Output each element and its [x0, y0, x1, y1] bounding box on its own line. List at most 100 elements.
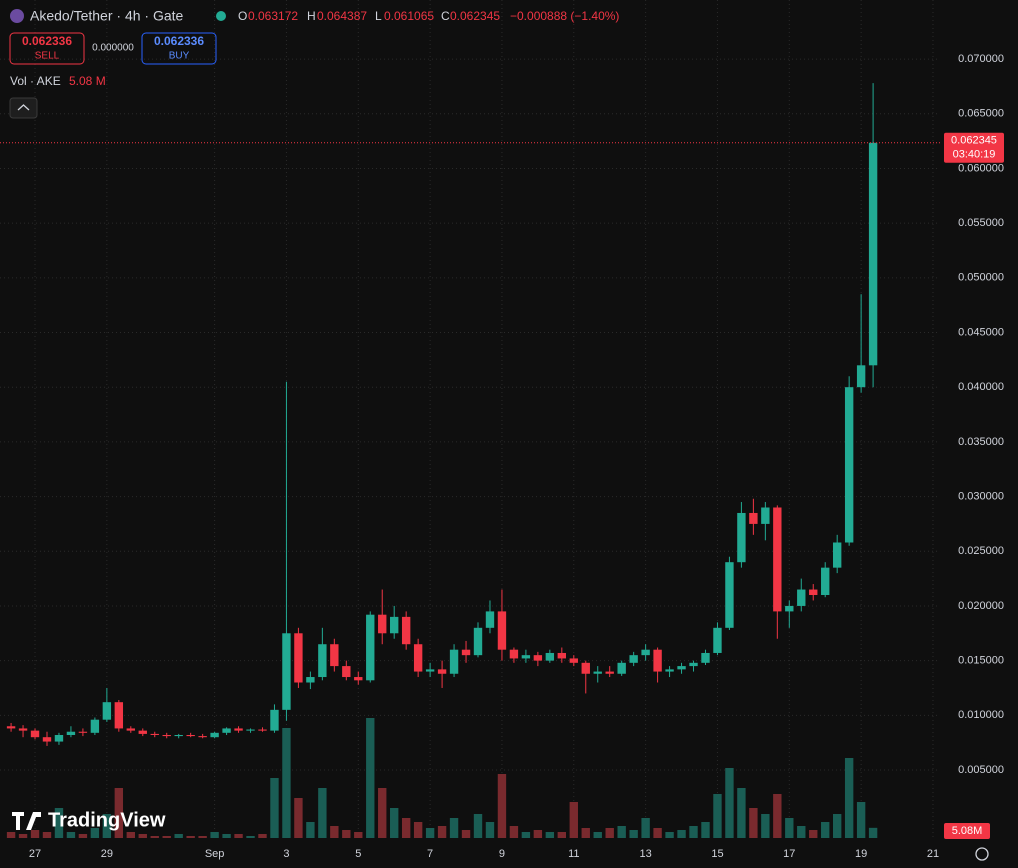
volume-bar [689, 826, 698, 838]
tv-logo [12, 812, 41, 830]
candle-body [581, 662, 590, 674]
volume-bar [210, 832, 219, 838]
candle-body [306, 677, 315, 683]
x-tick-label: 5 [355, 848, 361, 860]
y-tick-label: 0.025000 [958, 545, 1004, 557]
spread: 0.000000 [92, 43, 134, 54]
volume-bar [832, 814, 842, 838]
volume-bar [42, 832, 52, 838]
volume-bar [677, 830, 686, 838]
candle-body [569, 658, 578, 663]
volume-bar [797, 826, 806, 838]
candle-body [66, 731, 76, 735]
volume-bar [868, 827, 878, 838]
sell-price: 0.062336 [22, 34, 72, 48]
volume-bar [198, 836, 207, 838]
candle-body [593, 671, 602, 674]
candle-body [401, 616, 411, 645]
volume-bar [701, 822, 710, 838]
y-tick-label: 0.005000 [958, 764, 1004, 776]
x-tick-label: 17 [783, 848, 795, 860]
volume-bar [102, 814, 112, 838]
buy-button[interactable] [141, 32, 217, 65]
volume-bar [342, 830, 351, 838]
candle-body [42, 737, 52, 742]
x-tick-label: 19 [855, 848, 867, 860]
candle-body [832, 542, 842, 568]
y-tick-label: 0.060000 [958, 162, 1004, 174]
volume-legend-label: Vol · AKE [10, 74, 61, 88]
volume-bar [473, 814, 483, 838]
settings-icon[interactable] [975, 847, 989, 861]
volume-bar [413, 822, 423, 838]
candle-body [641, 649, 650, 656]
candle-body [701, 652, 710, 663]
volume-bar [378, 788, 387, 838]
candle-body [354, 677, 363, 681]
volume-value-box [944, 823, 990, 839]
candle-body [509, 649, 519, 659]
candle-body [294, 633, 303, 683]
candle-body [258, 729, 267, 731]
candle-body [605, 671, 614, 674]
candle-body [270, 709, 279, 731]
h-label: H [307, 9, 316, 23]
x-tick-label: 9 [499, 848, 505, 860]
volume-bar [449, 818, 459, 838]
candle-body [378, 614, 387, 634]
candle-body [78, 731, 88, 733]
candle-body [390, 616, 399, 634]
candle-body [162, 735, 171, 737]
volume-bar [485, 822, 495, 838]
x-tick-label: 13 [639, 848, 651, 860]
x-tick-label: 11 [568, 848, 579, 860]
volume-bar [593, 832, 602, 838]
volume-bar [126, 832, 135, 838]
y-tick-label: 0.020000 [958, 600, 1004, 612]
candle-body [222, 728, 231, 733]
symbol: Akedo/Tether · 4h · Gate [30, 8, 184, 24]
volume-bar [569, 802, 578, 838]
y-tick-label: 0.045000 [958, 326, 1004, 338]
volume-bar [533, 830, 543, 838]
volume-bar [318, 788, 327, 838]
volume-bar [294, 798, 303, 838]
c-label: C [441, 9, 450, 23]
low-value: 0.061065 [384, 9, 434, 23]
volume-bar [114, 788, 124, 838]
volume-bar [809, 830, 818, 838]
last-price-label: 0.062345 [951, 135, 997, 147]
candle-body [413, 644, 423, 672]
volume-bar [521, 832, 531, 838]
x-tick-label: 3 [283, 848, 289, 860]
volume-bar [437, 826, 447, 838]
collapse-icon [17, 104, 30, 111]
candle-body [689, 662, 698, 667]
y-tick-label: 0.070000 [958, 53, 1004, 65]
candle-body [246, 729, 255, 731]
x-tick-label: 15 [711, 848, 723, 860]
volume-bar [18, 834, 28, 838]
volume-bar [557, 832, 567, 838]
y-tick-label: 0.035000 [958, 436, 1004, 448]
last-price-box [944, 132, 1004, 163]
volume-bar [605, 828, 614, 838]
sell-button[interactable] [9, 32, 85, 65]
symbol-icon [10, 9, 24, 23]
volume-bar [234, 834, 243, 838]
candle-body [282, 633, 291, 710]
candle-body [54, 735, 64, 742]
candle-body [138, 730, 147, 734]
x-tick-label: Sep [205, 848, 225, 860]
open-value: 0.063172 [248, 9, 298, 23]
collapse-button[interactable] [9, 97, 38, 119]
branding: TradingView [48, 809, 166, 831]
candle-body [773, 507, 782, 612]
volume-value-label: 5.08M [952, 825, 983, 837]
volume-bar [30, 830, 40, 838]
plot [0, 0, 940, 840]
volume-bar [653, 828, 662, 838]
candle-body [665, 669, 674, 672]
